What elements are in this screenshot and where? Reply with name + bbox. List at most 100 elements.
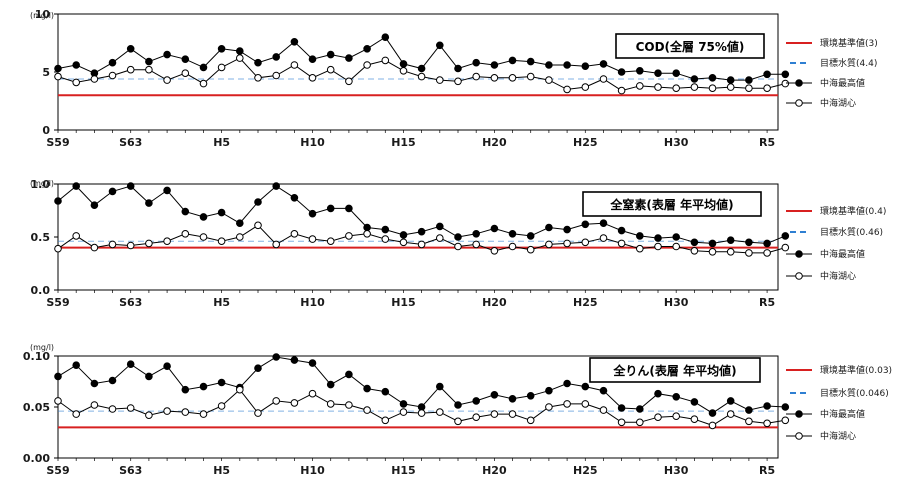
center-point	[272, 397, 281, 405]
center-point	[581, 238, 590, 247]
max-value-point	[436, 222, 444, 231]
x-tick-label: H30	[664, 296, 689, 309]
max-value-point	[526, 392, 535, 400]
max-value-point	[508, 230, 517, 238]
max-value-point	[581, 62, 590, 70]
y-tick-label: 0.00	[23, 452, 50, 465]
center-point	[72, 410, 80, 418]
max-value-point	[672, 69, 681, 77]
max-value-point	[454, 233, 462, 241]
center-point	[708, 421, 717, 430]
center-point	[672, 242, 681, 251]
center-point	[417, 240, 426, 249]
center-point	[217, 63, 226, 72]
max-value-point	[672, 393, 681, 401]
center-point	[254, 74, 262, 82]
max-value-point	[454, 401, 462, 409]
legend-max-label: 中海最高値	[820, 248, 865, 260]
legend-standard-label: 環境基準値(3)	[820, 37, 878, 49]
center-point	[326, 237, 335, 245]
chart-title: 全りん(表層 年平均値)	[612, 363, 736, 378]
legend-max-label: 中海最高値	[820, 77, 865, 89]
max-value-point	[690, 398, 699, 406]
max-value-point	[345, 54, 353, 62]
center-point	[690, 83, 699, 91]
center-point	[72, 232, 80, 240]
max-value-point	[745, 406, 753, 414]
center-point	[672, 84, 681, 92]
max-value-point	[508, 395, 517, 403]
center-point	[763, 249, 771, 257]
max-value-point	[181, 385, 190, 394]
center-point	[654, 413, 662, 422]
max-value-point	[563, 225, 571, 234]
center-point	[72, 78, 80, 87]
max-value-point	[54, 372, 62, 381]
max-value-point	[326, 204, 335, 213]
center-point	[781, 79, 790, 88]
max-value-point	[417, 64, 426, 73]
center-point	[363, 230, 371, 238]
legend-target-label: 目標水質(0.046)	[820, 387, 889, 399]
unit-label: (mg/l)	[30, 179, 54, 188]
legend-max-swatch-marker	[795, 410, 803, 418]
x-tick-label: H15	[391, 464, 416, 477]
center-point	[508, 410, 517, 418]
x-tick-label: H30	[664, 464, 689, 477]
center-point	[654, 242, 662, 251]
center-point	[599, 406, 608, 414]
center-point	[763, 419, 771, 428]
legend-target-label: 目標水質(0.46)	[820, 226, 883, 238]
x-tick-label: H10	[300, 464, 325, 477]
center-point	[472, 413, 481, 422]
max-value-point	[254, 58, 262, 67]
center-point	[417, 72, 426, 81]
center-point	[636, 82, 644, 90]
center-point	[563, 400, 571, 408]
max-value-point	[454, 64, 462, 73]
center-point	[290, 61, 299, 69]
max-value-point	[781, 403, 790, 411]
center-point	[108, 71, 117, 80]
center-point	[526, 245, 535, 254]
y-tick-label: 0.10	[23, 350, 50, 363]
max-value-point	[545, 223, 553, 232]
x-tick-label: S59	[46, 136, 69, 149]
max-value-point	[272, 353, 281, 361]
center-point	[526, 72, 535, 81]
center-point	[599, 75, 608, 83]
center-point	[163, 407, 171, 415]
max-value-point	[599, 60, 608, 68]
max-value-point	[636, 67, 644, 75]
center-point	[399, 67, 408, 75]
max-value-point	[72, 361, 80, 370]
max-value-point	[726, 236, 735, 244]
center-point	[290, 399, 299, 407]
max-value-point	[654, 234, 662, 242]
x-tick-label: S63	[119, 464, 142, 477]
center-point	[654, 83, 662, 91]
max-value-point	[290, 194, 299, 202]
center-point	[781, 416, 790, 425]
max-value-point	[745, 76, 753, 84]
y-tick-label: 0	[42, 124, 50, 137]
center-point	[126, 241, 135, 250]
center-point	[545, 240, 553, 249]
max-value-point	[326, 50, 335, 59]
max-value-point	[308, 55, 317, 64]
max-value-point	[54, 64, 62, 73]
center-point	[381, 235, 390, 243]
x-tick-label: H25	[573, 296, 598, 309]
center-point	[454, 417, 462, 426]
max-value-point	[526, 232, 535, 240]
center-point	[781, 243, 790, 252]
max-value-point	[581, 220, 590, 229]
max-value-point	[545, 386, 553, 395]
center-point	[617, 418, 626, 427]
center-point	[399, 408, 408, 416]
legend-target-label: 目標水質(4.4)	[820, 57, 877, 69]
max-value-point	[163, 186, 171, 195]
center-point	[436, 76, 444, 84]
x-tick-label: S59	[46, 296, 69, 309]
max-value-point	[345, 370, 353, 379]
